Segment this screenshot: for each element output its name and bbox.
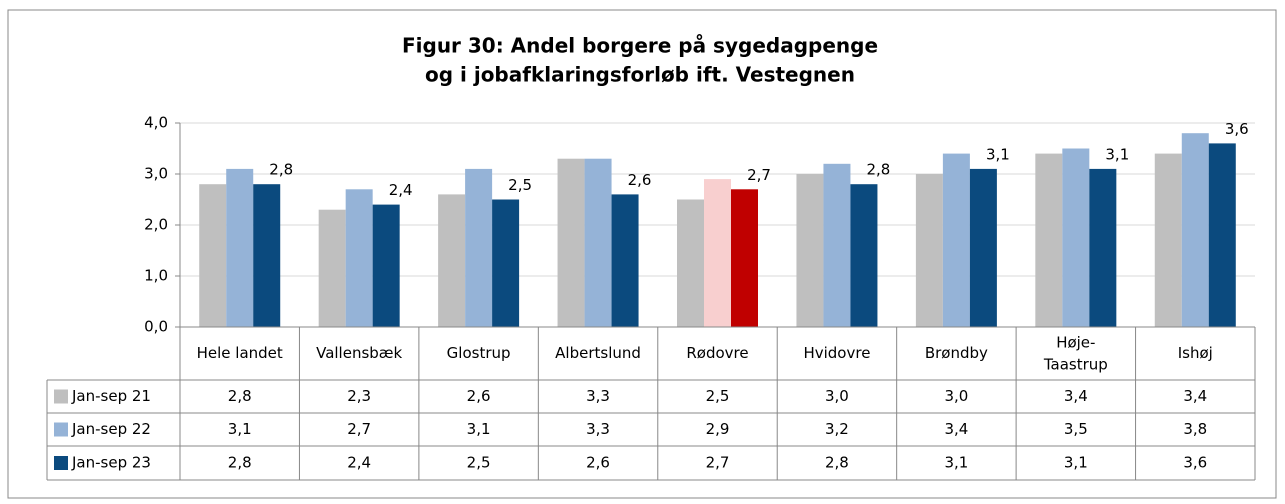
bar	[345, 189, 373, 327]
bar	[796, 174, 824, 327]
table-value: 2,5	[467, 454, 491, 472]
data-label: 2,6	[628, 171, 652, 189]
x-tick-label: Albertslund	[555, 344, 641, 362]
table-value: 2,7	[347, 420, 371, 438]
x-tick-label: Høje-Taastrup	[1043, 333, 1108, 373]
data-label: 3,1	[986, 145, 1010, 163]
table-value: 3,1	[1064, 454, 1088, 472]
legend-swatch	[54, 422, 68, 437]
bar	[318, 209, 346, 327]
bar	[1089, 168, 1117, 327]
table-value: 3,1	[467, 420, 491, 438]
x-tick-label: Glostrup	[447, 344, 511, 362]
x-tick-label: Rødovre	[686, 344, 748, 362]
table-value: 3,8	[1183, 420, 1207, 438]
y-tick-label: 0,0	[144, 318, 168, 336]
bar	[557, 158, 585, 327]
y-tick-label: 3,0	[144, 165, 168, 183]
x-tick-label: Vallensbæk	[316, 344, 402, 362]
legend-label: Jan-sep 22	[71, 420, 151, 438]
table-value: 3,0	[944, 387, 968, 405]
bar	[704, 179, 731, 327]
bar	[1062, 148, 1090, 327]
bar	[611, 194, 639, 327]
bar	[226, 168, 254, 327]
table-value: 2,3	[347, 387, 371, 405]
table-value: 3,1	[944, 454, 968, 472]
bar	[465, 168, 493, 327]
bar	[915, 174, 943, 327]
y-tick-label: 1,0	[144, 267, 168, 285]
bar	[199, 184, 227, 327]
chart-title: Figur 30: Andel borgere på sygedagpenge	[402, 34, 878, 58]
bar	[969, 168, 997, 327]
bar	[731, 189, 758, 327]
bar	[438, 194, 466, 327]
data-label: 2,7	[747, 166, 771, 184]
x-tick-label: Brøndby	[925, 344, 988, 362]
bar	[677, 199, 704, 327]
table-value: 3,6	[1183, 454, 1207, 472]
table-value: 3,0	[825, 387, 849, 405]
table-value: 3,5	[1064, 420, 1088, 438]
y-tick-label: 4,0	[144, 114, 168, 132]
x-tick-label: Ishøj	[1178, 344, 1213, 362]
data-label: 3,6	[1225, 120, 1249, 138]
table-value: 3,2	[825, 420, 849, 438]
data-label: 2,4	[389, 181, 413, 199]
x-tick-label: Hvidovre	[803, 344, 870, 362]
legend-label: Jan-sep 23	[71, 454, 151, 472]
table-value: 2,5	[706, 387, 730, 405]
bar	[253, 184, 281, 327]
table-value: 3,4	[1064, 387, 1088, 405]
bar	[492, 199, 520, 327]
table-value: 3,1	[228, 420, 252, 438]
bar	[1208, 143, 1236, 327]
data-label: 2,5	[508, 176, 532, 194]
table-value: 2,8	[228, 454, 252, 472]
table-value: 3,4	[944, 420, 968, 438]
bar	[1181, 133, 1209, 327]
bar	[584, 158, 612, 327]
bar	[850, 184, 878, 327]
table-value: 2,8	[825, 454, 849, 472]
x-tick-label: Hele landet	[197, 344, 283, 362]
table-value: 2,4	[347, 454, 371, 472]
table-value: 3,3	[586, 387, 610, 405]
table-value: 3,3	[586, 420, 610, 438]
bar	[1154, 153, 1182, 327]
y-tick-label: 2,0	[144, 216, 168, 234]
table-value: 2,8	[228, 387, 252, 405]
bar	[372, 204, 400, 327]
data-label: 2,8	[269, 161, 293, 179]
table-value: 2,9	[706, 420, 730, 438]
table-value: 2,6	[586, 454, 610, 472]
table-value: 2,6	[467, 387, 491, 405]
legend-swatch	[54, 389, 68, 404]
chart-title: og i jobafklaringsforløb ift. Vestegnen	[425, 63, 855, 87]
data-label: 3,1	[1105, 145, 1129, 163]
bar	[823, 163, 851, 327]
table-value: 3,4	[1183, 387, 1207, 405]
bar	[1035, 153, 1063, 327]
legend-label: Jan-sep 21	[71, 387, 151, 405]
legend-swatch	[54, 456, 68, 470]
table-value: 2,7	[706, 454, 730, 472]
bar	[942, 153, 970, 327]
data-label: 2,8	[867, 161, 891, 179]
